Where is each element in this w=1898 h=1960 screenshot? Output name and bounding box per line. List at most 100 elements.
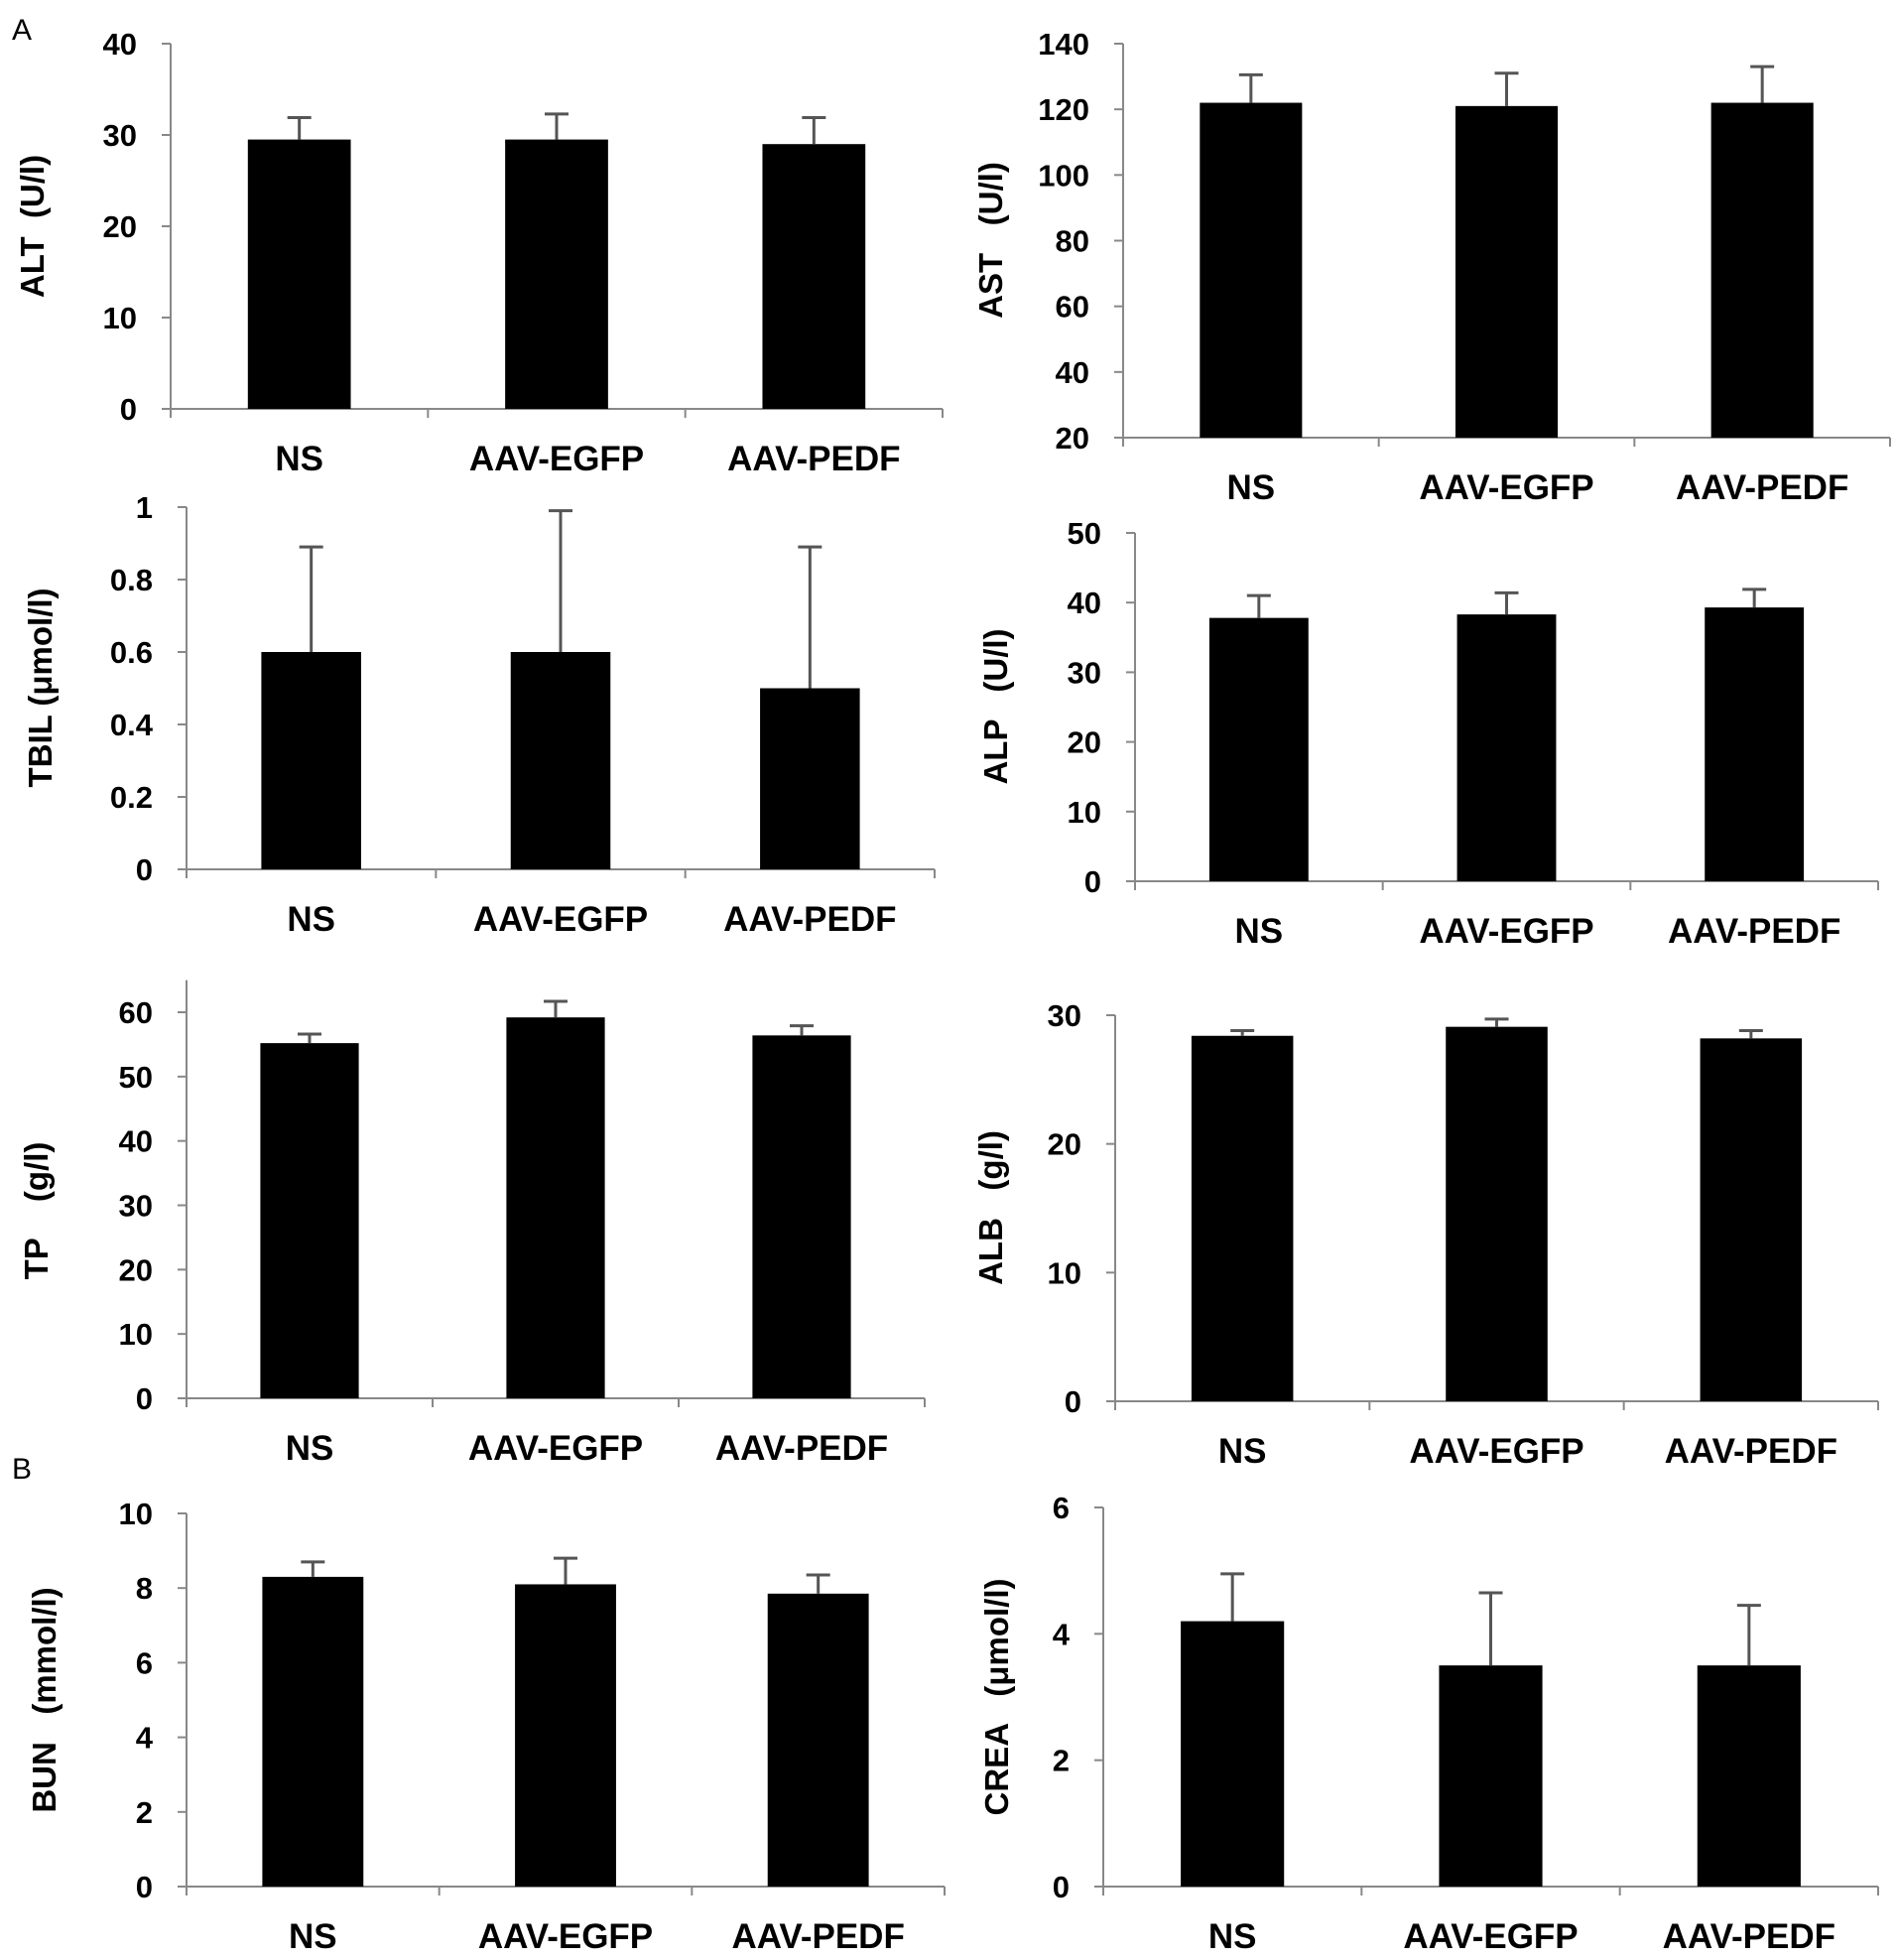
- chart-2-category-label: AAV-PEDF: [1676, 468, 1848, 507]
- chart-7-category-label: AAV-EGFP: [478, 1917, 653, 1956]
- chart-3-y-tick-label: 0.4: [110, 708, 154, 742]
- chart-8-y-tick-label: 6: [1053, 1491, 1070, 1525]
- chart-3-bar: [760, 688, 860, 869]
- chart-3-category-label: AAV-EGFP: [473, 900, 648, 939]
- chart-1-category-label: NS: [275, 440, 323, 478]
- chart-7-category-label: AAV-PEDF: [731, 1917, 904, 1956]
- chart-8-bar: [1697, 1665, 1801, 1887]
- chart-6-y-axis-title: ALB (g/l): [972, 1130, 1009, 1285]
- chart-3-category-label: NS: [287, 900, 335, 939]
- chart-7-y-tick-label: 2: [136, 1795, 153, 1830]
- chart-2-y-tick-label: 100: [1038, 158, 1089, 193]
- chart-2-y-axis-title: AST (U/l): [972, 162, 1009, 319]
- chart-2-y-tick-label: 140: [1038, 27, 1089, 62]
- chart-8-category-label: AAV-PEDF: [1663, 1917, 1835, 1956]
- chart-2-bar: [1455, 105, 1559, 438]
- chart-7-y-tick-label: 8: [136, 1571, 153, 1606]
- chart-1-category-label: AAV-PEDF: [727, 440, 900, 478]
- chart-3-y-tick-label: 0.6: [110, 635, 153, 670]
- chart-2-y-tick-label: 80: [1056, 224, 1089, 259]
- chart-4-y-tick-label: 10: [1068, 795, 1101, 830]
- chart-4-category-label: NS: [1235, 912, 1284, 951]
- chart-5-y-tick-label: 50: [119, 1060, 153, 1095]
- chart-4-y-tick-label: 40: [1068, 586, 1101, 620]
- chart-1-bar: [505, 139, 608, 409]
- chart-5-y-tick-label: 60: [119, 995, 153, 1030]
- chart-5-y-tick-label: 40: [119, 1124, 153, 1159]
- chart-5-y-tick-label: 0: [136, 1381, 153, 1416]
- chart-7-bar: [767, 1593, 869, 1887]
- panel-label-b: B: [12, 1453, 32, 1486]
- chart-8-category-label: AAV-EGFP: [1403, 1917, 1578, 1956]
- chart-8-bar: [1439, 1665, 1543, 1887]
- chart-3-y-tick-label: 0: [136, 852, 153, 887]
- chart-4-y-tick-label: 0: [1084, 864, 1101, 899]
- chart-2-category-label: NS: [1227, 468, 1276, 507]
- chart-3-category-label: AAV-PEDF: [723, 900, 896, 939]
- chart-3-y-axis-title: TBIL (μmol/l): [22, 588, 59, 787]
- chart-8-y-tick-label: 4: [1053, 1617, 1071, 1651]
- chart-8-y-axis-title: CREA (μmol/l): [978, 1579, 1015, 1816]
- chart-6-y-tick-label: 10: [1048, 1255, 1081, 1290]
- chart-5-bar: [506, 1017, 605, 1398]
- chart-8-y-tick-label: 2: [1053, 1744, 1070, 1778]
- chart-7-bar: [262, 1576, 364, 1887]
- chart-1-bar: [247, 139, 351, 409]
- chart-2-y-tick-label: 120: [1038, 92, 1089, 127]
- chart-1-category-label: AAV-EGFP: [469, 440, 644, 478]
- chart-2-category-label: AAV-EGFP: [1419, 468, 1593, 507]
- chart-5-category-label: NS: [286, 1429, 334, 1468]
- chart-4-category-label: AAV-EGFP: [1419, 912, 1593, 951]
- chart-1-y-tick-label: 20: [103, 209, 137, 244]
- chart-6-bar: [1700, 1038, 1803, 1401]
- chart-6-bar: [1446, 1026, 1548, 1401]
- chart-1-y-tick-label: 10: [103, 301, 137, 335]
- chart-7-y-tick-label: 0: [136, 1870, 153, 1904]
- chart-2-y-tick-label: 60: [1056, 290, 1089, 325]
- chart-3-bar: [510, 652, 611, 869]
- chart-4-y-tick-label: 30: [1068, 655, 1101, 690]
- chart-4-bar: [1456, 614, 1557, 881]
- chart-6-y-tick-label: 0: [1065, 1384, 1081, 1419]
- chart-5-y-tick-label: 20: [119, 1252, 153, 1287]
- chart-6-category-label: NS: [1218, 1432, 1267, 1471]
- chart-7-y-axis-title: BUN (mmol/l): [26, 1587, 63, 1812]
- chart-8-category-label: NS: [1208, 1917, 1257, 1956]
- chart-3-y-tick-label: 0.8: [110, 563, 153, 597]
- chart-7-category-label: NS: [289, 1917, 337, 1956]
- chart-4-bar: [1208, 617, 1309, 881]
- chart-5-category-label: AAV-PEDF: [715, 1429, 888, 1468]
- chart-4-y-axis-title: ALP (U/l): [977, 628, 1014, 784]
- chart-7-y-tick-label: 4: [136, 1721, 154, 1756]
- chart-5-bar: [752, 1035, 851, 1398]
- chart-5-category-label: AAV-EGFP: [468, 1429, 643, 1468]
- chart-2-bar: [1200, 102, 1303, 439]
- chart-1-y-tick-label: 30: [103, 118, 137, 153]
- chart-6-bar: [1191, 1035, 1294, 1401]
- chart-5-y-axis-title: TP (g/l): [18, 1142, 55, 1280]
- chart-8-bar: [1181, 1621, 1285, 1887]
- chart-4-bar: [1705, 607, 1805, 881]
- chart-4-category-label: AAV-PEDF: [1668, 912, 1840, 951]
- chart-7-bar: [515, 1584, 616, 1887]
- chart-1-bar: [762, 144, 866, 409]
- chart-2-bar: [1710, 102, 1814, 439]
- chart-3-y-tick-label: 1: [136, 490, 153, 525]
- chart-6-category-label: AAV-EGFP: [1409, 1432, 1583, 1471]
- chart-4-y-tick-label: 50: [1068, 516, 1101, 551]
- chart-6-y-tick-label: 30: [1048, 998, 1081, 1033]
- chart-1-y-tick-label: 0: [120, 392, 137, 427]
- panel-label-a: A: [12, 14, 32, 47]
- chart-7-y-tick-label: 10: [119, 1497, 153, 1531]
- chart-2-y-tick-label: 20: [1056, 421, 1089, 456]
- chart-4-y-tick-label: 20: [1068, 725, 1101, 760]
- chart-5-y-tick-label: 30: [119, 1189, 153, 1224]
- chart-3-bar: [261, 652, 361, 869]
- chart-5-bar: [260, 1043, 359, 1398]
- chart-6-y-tick-label: 20: [1048, 1127, 1081, 1162]
- chart-5-y-tick-label: 10: [119, 1317, 153, 1352]
- chart-2-y-tick-label: 40: [1056, 355, 1089, 390]
- chart-6-category-label: AAV-PEDF: [1665, 1432, 1837, 1471]
- chart-3-y-tick-label: 0.2: [110, 780, 153, 815]
